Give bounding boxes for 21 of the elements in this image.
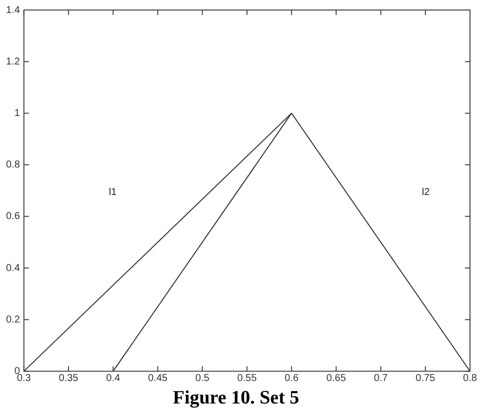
y-tick-label: 0.4 [6,262,20,274]
x-tick-label: 0.4 [106,372,121,384]
y-tick-label: 0.2 [6,314,20,326]
x-tick-label: 0.75 [416,372,436,384]
x-tick-label: 0.6 [284,372,299,384]
x-tick-label: 0.8 [463,372,478,384]
x-tick-label: 0.45 [148,372,168,384]
x-tick-label: 0.35 [58,372,79,384]
x-tick-label: 0.3 [16,372,32,384]
x-tick-label: 0.65 [326,372,346,384]
x-tick-label: 0.7 [374,372,388,384]
y-tick-label: 0.6 [6,211,20,222]
y-tick-label: 1.2 [6,56,20,68]
annotation: l1 [108,186,118,198]
x-tick-label: 0.5 [195,372,210,384]
x-tick-label: 0.55 [237,372,258,384]
text: Figure 10. Set 5 [172,388,300,409]
y-tick-label: 1.4 [6,4,20,16]
annotation: l2 [422,186,430,198]
y-tick-label: 0.8 [6,160,20,171]
y-tick-label: 1 [14,108,20,119]
